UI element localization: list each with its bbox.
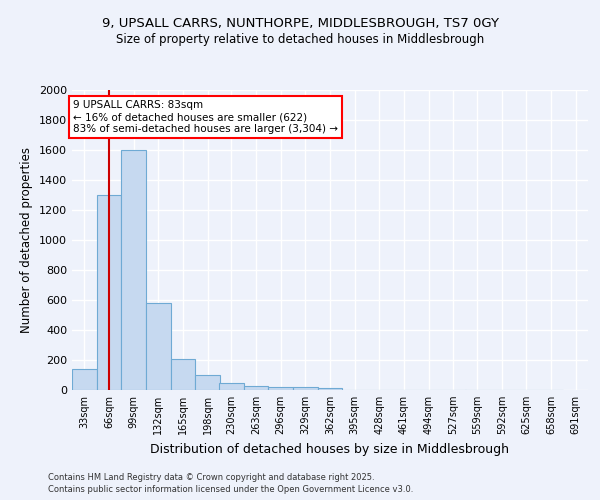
Y-axis label: Number of detached properties: Number of detached properties: [20, 147, 34, 333]
Text: Contains HM Land Registry data © Crown copyright and database right 2025.: Contains HM Land Registry data © Crown c…: [48, 472, 374, 482]
Bar: [244, 386, 268, 390]
Bar: [195, 375, 220, 390]
Bar: [170, 358, 195, 390]
Bar: [121, 150, 146, 390]
Bar: [146, 303, 170, 390]
Text: Size of property relative to detached houses in Middlesbrough: Size of property relative to detached ho…: [116, 32, 484, 46]
X-axis label: Distribution of detached houses by size in Middlesbrough: Distribution of detached houses by size …: [151, 442, 509, 456]
Text: 9, UPSALL CARRS, NUNTHORPE, MIDDLESBROUGH, TS7 0GY: 9, UPSALL CARRS, NUNTHORPE, MIDDLESBROUG…: [101, 18, 499, 30]
Bar: [317, 388, 343, 390]
Text: Contains public sector information licensed under the Open Government Licence v3: Contains public sector information licen…: [48, 485, 413, 494]
Bar: [72, 369, 97, 390]
Bar: [219, 382, 244, 390]
Bar: [97, 195, 121, 390]
Text: 9 UPSALL CARRS: 83sqm
← 16% of detached houses are smaller (622)
83% of semi-det: 9 UPSALL CARRS: 83sqm ← 16% of detached …: [73, 100, 338, 134]
Bar: [268, 387, 293, 390]
Bar: [293, 387, 317, 390]
